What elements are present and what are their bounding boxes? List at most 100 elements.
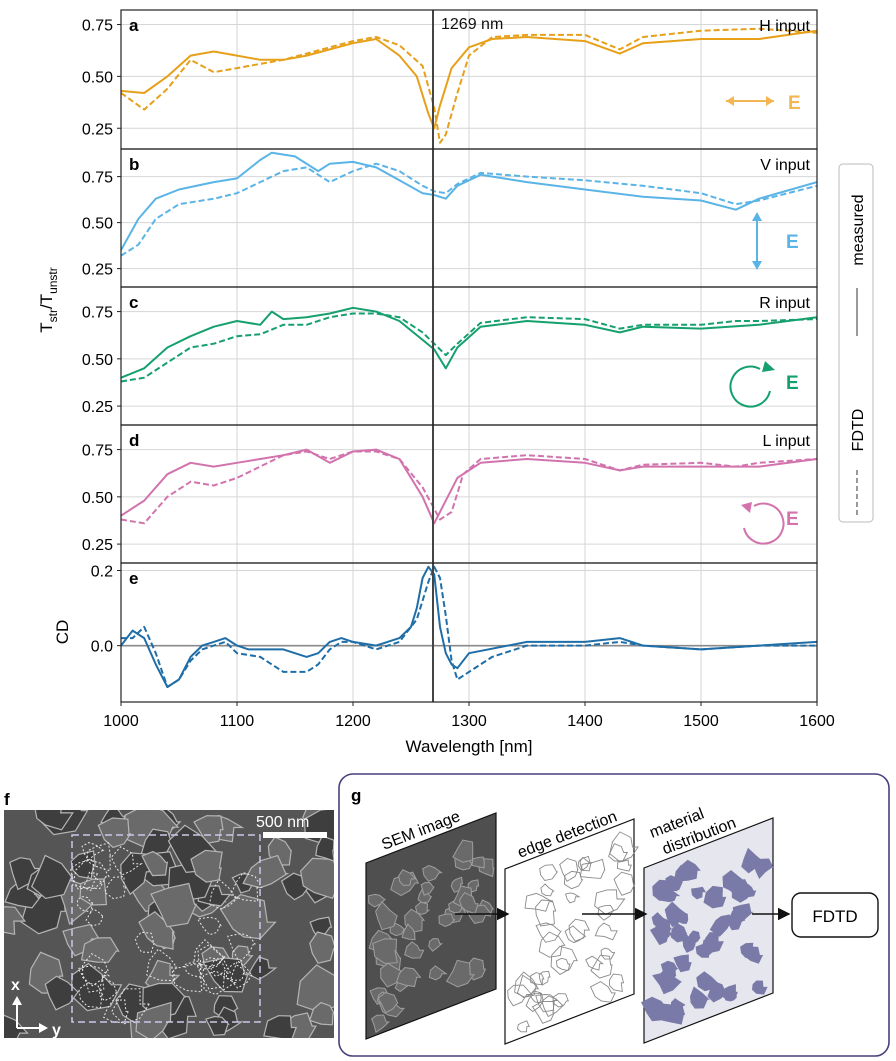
sem-outline	[81, 842, 105, 861]
y-axis-label-cd: CD	[53, 620, 72, 645]
sem-grain	[4, 906, 27, 936]
x-axis-label: Wavelength [nm]	[406, 737, 533, 756]
axis-x-label: x	[11, 977, 20, 994]
sem-outline	[77, 965, 111, 993]
y-tick-label: 0.25	[82, 537, 113, 554]
wavelength-marker-label: 1269 nm	[441, 16, 503, 33]
workflow-grain	[670, 922, 688, 943]
workflow-edge-texture	[507, 831, 639, 1033]
data-lines	[121, 27, 817, 688]
workflow-grain	[370, 1014, 390, 1034]
workflow-grain	[458, 891, 479, 915]
workflow-grain	[401, 923, 416, 941]
workflow-grain	[577, 855, 592, 872]
sem-outline	[193, 939, 227, 970]
sem-outline	[208, 878, 240, 910]
workflow-grain	[741, 847, 764, 874]
workflow-grain	[707, 980, 728, 1003]
workflow-grain	[658, 922, 672, 936]
sem-grain	[30, 854, 74, 900]
sem-outline	[85, 908, 105, 927]
workflow-grain	[414, 901, 431, 915]
y-tick-label: 0.50	[82, 216, 113, 233]
x-tick-label: 1100	[220, 713, 255, 730]
sem-grain	[141, 850, 168, 877]
legend: measured FDTD	[838, 163, 874, 523]
workflow-grain	[665, 875, 684, 891]
workflow-grain	[555, 957, 571, 972]
sem-outline	[99, 976, 118, 1002]
sem-grain	[44, 975, 80, 1011]
sem-outline	[104, 876, 127, 900]
workflow-grain	[530, 972, 545, 986]
sem-grain	[308, 1001, 334, 1026]
y-tick-label: 0.50	[82, 352, 113, 369]
sem-outline	[78, 982, 104, 1009]
panel-letter-a: a	[129, 16, 139, 35]
workflow-grain	[688, 930, 701, 945]
sem-outline	[225, 963, 249, 981]
sem-outline	[102, 999, 129, 1023]
workflow-grain	[691, 886, 706, 900]
workflow-grain	[539, 864, 559, 882]
sem-grain	[150, 882, 198, 928]
workflow-grain	[550, 945, 578, 975]
sem-outline	[86, 842, 111, 872]
y-tick-label: 0.25	[82, 121, 113, 138]
series-c-fdtd	[121, 312, 817, 383]
workflow-grain	[673, 954, 692, 973]
fdtd-box-label: FDTD	[812, 907, 857, 926]
sem-outline	[71, 858, 110, 890]
workflow-grain	[600, 947, 616, 960]
svg-text:E: E	[786, 509, 799, 530]
workflow-grain	[594, 922, 618, 941]
sem-outline	[196, 957, 232, 990]
sem-outline	[76, 896, 93, 913]
svg-text:E: E	[786, 373, 799, 394]
workflow-grain	[422, 864, 443, 882]
svg-text:E: E	[788, 93, 801, 114]
y-tick-label: 0.50	[82, 490, 113, 507]
panel-letter-d: d	[129, 431, 139, 450]
y-tick-label: 0.0	[91, 639, 113, 656]
workflow-grain	[404, 941, 425, 959]
grid	[121, 10, 817, 702]
workflow-grain	[743, 946, 764, 964]
scalebar-label: 500 nm	[256, 814, 309, 831]
sem-outline	[134, 931, 155, 954]
workflow-grain	[641, 996, 668, 1022]
y-axis-label-transmission: Tstr/Tunstr	[37, 267, 60, 333]
panel-letter-e: e	[129, 569, 138, 588]
workflow-grain	[727, 914, 742, 931]
sem-grain	[193, 815, 224, 844]
tick-labels: 0.25 0.50 0.75 0.25 0.50 0.75 0.25 0.50 0.75 0.25…	[82, 18, 835, 730]
workflow-grain	[725, 992, 738, 1002]
workflow-grain	[525, 993, 544, 1013]
sem-grain	[220, 893, 277, 940]
workflow-grain	[428, 965, 448, 981]
workflow-grain	[652, 972, 683, 995]
panel-a-title: H input	[759, 18, 810, 35]
y-tick-label: 0.25	[82, 262, 113, 279]
l-polarization-icon: E	[741, 502, 799, 545]
workflow-grain	[664, 901, 688, 928]
series-d-fdtd	[121, 450, 817, 525]
workflow-grain	[709, 914, 731, 937]
sem-grain	[309, 931, 334, 964]
workflow-grain	[514, 971, 538, 998]
panel-f: f 500 nm x y	[4, 790, 334, 1039]
workflow-grain	[538, 931, 566, 958]
sem-texture	[4, 810, 334, 1038]
workflow-grain	[395, 966, 422, 988]
x-tick-label: 1500	[683, 713, 719, 730]
workflow-grain	[531, 1000, 555, 1024]
sem-grain	[34, 810, 74, 831]
sem-outline	[196, 916, 222, 936]
r-polarization-icon: E	[729, 361, 799, 408]
workflow-grain	[609, 831, 639, 863]
workflow-grain	[372, 938, 398, 964]
sem-grain	[138, 911, 176, 950]
series-a-measured	[121, 29, 817, 130]
workflow-grain	[674, 865, 695, 882]
